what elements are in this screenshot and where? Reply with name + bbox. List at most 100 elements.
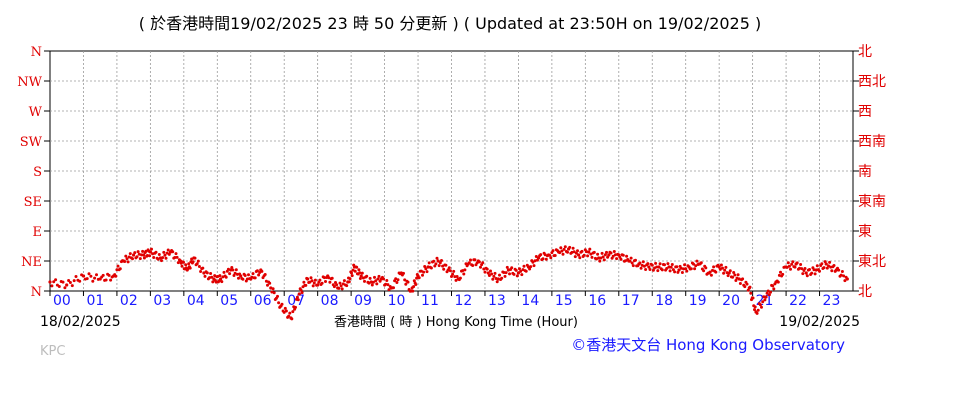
wind-point (790, 262, 794, 266)
wind-point (360, 271, 364, 275)
wind-point (629, 256, 633, 260)
wind-point (186, 267, 190, 271)
wind-point (148, 254, 152, 258)
wind-point (270, 290, 274, 294)
wind-point (353, 269, 357, 273)
wind-point (624, 259, 627, 263)
wind-point (573, 255, 577, 259)
wind-point (203, 274, 207, 278)
wind-point (518, 267, 521, 271)
wind-point (394, 277, 398, 281)
wind-point (463, 268, 467, 272)
wind-point (182, 260, 185, 264)
wind-point (191, 260, 195, 264)
right-tick-label: 西 (858, 104, 872, 120)
wind-point (442, 267, 446, 271)
wind-point (712, 265, 716, 269)
wind-point (803, 267, 807, 270)
wind-point (125, 257, 129, 261)
wind-point (524, 269, 528, 273)
wind-point (651, 268, 655, 272)
wind-point (563, 245, 567, 249)
wind-point (666, 262, 670, 266)
hour-tick-label: 04 (187, 293, 205, 309)
wind-point (342, 279, 346, 283)
wind-point (184, 263, 188, 267)
wind-point (813, 272, 817, 276)
wind-point (427, 261, 431, 265)
wind-point (382, 277, 385, 281)
wind-point (693, 267, 697, 271)
wind-point (260, 269, 264, 273)
wind-point (723, 268, 727, 272)
wind-point (671, 268, 675, 272)
wind-point (132, 253, 136, 257)
wind-point (214, 280, 218, 284)
hour-tick-label: 19 (689, 293, 707, 309)
wind-point (660, 268, 664, 272)
wind-point (724, 265, 728, 269)
wind-point (668, 269, 672, 273)
wind-point (123, 260, 127, 263)
wind-point (145, 254, 149, 257)
wind-point (765, 291, 769, 295)
wind-point (592, 250, 596, 254)
wind-point (91, 279, 95, 283)
wind-point (714, 270, 718, 274)
wind-point (263, 273, 267, 276)
wind-point (736, 273, 740, 277)
wind-point (717, 265, 721, 269)
hour-tick-label: 23 (823, 293, 841, 309)
wind-point (89, 274, 93, 278)
wind-point (694, 264, 698, 268)
wind-point (48, 280, 52, 284)
wind-point (358, 277, 362, 280)
wind-point (508, 272, 511, 276)
wind-point (338, 281, 342, 285)
wind-point (230, 266, 234, 269)
wind-point (161, 256, 165, 260)
wind-point (142, 256, 146, 260)
wind-point (276, 294, 279, 298)
wind-point (839, 273, 843, 277)
wind-point (174, 252, 178, 256)
wind-point (553, 254, 557, 257)
wind-point (760, 305, 763, 309)
wind-point (731, 275, 735, 279)
wind-point (247, 273, 250, 277)
hour-tick-label: 17 (622, 293, 640, 309)
hour-tick-label: 20 (722, 293, 740, 309)
hko-credit: ©香港天文台 Hong Kong Observatory (571, 336, 845, 354)
wind-point (467, 261, 471, 265)
wind-point (708, 270, 712, 274)
wind-point (448, 269, 452, 273)
wind-point (332, 285, 336, 289)
wind-point (613, 253, 617, 257)
wind-point (299, 288, 303, 292)
right-tick-label: 北 (858, 44, 872, 60)
wind-point (65, 283, 69, 287)
wind-point (327, 276, 331, 280)
wind-point (310, 279, 314, 283)
x-axis-hour-ticks: 00 01 02 03 04 05 06 07 08 09 10 11 12 13 14 15 16 17 18 19… (49, 291, 841, 309)
start-date-label: 18/02/2025 (40, 314, 121, 330)
wind-point (304, 283, 308, 287)
wind-point (845, 277, 849, 281)
wind-point (638, 261, 642, 265)
wind-point (675, 265, 679, 269)
wind-point (402, 271, 405, 275)
wind-point (57, 285, 61, 288)
wind-point (392, 286, 395, 290)
wind-point (237, 276, 240, 280)
wind-point (421, 273, 424, 277)
wind-point (340, 287, 344, 291)
wind-point (491, 277, 495, 281)
wind-point (704, 266, 708, 270)
wind-point (574, 251, 578, 255)
wind-point (587, 250, 591, 254)
wind-point (437, 264, 441, 268)
wind-point (339, 284, 343, 288)
wind-point (253, 276, 257, 280)
wind-point (596, 252, 600, 256)
